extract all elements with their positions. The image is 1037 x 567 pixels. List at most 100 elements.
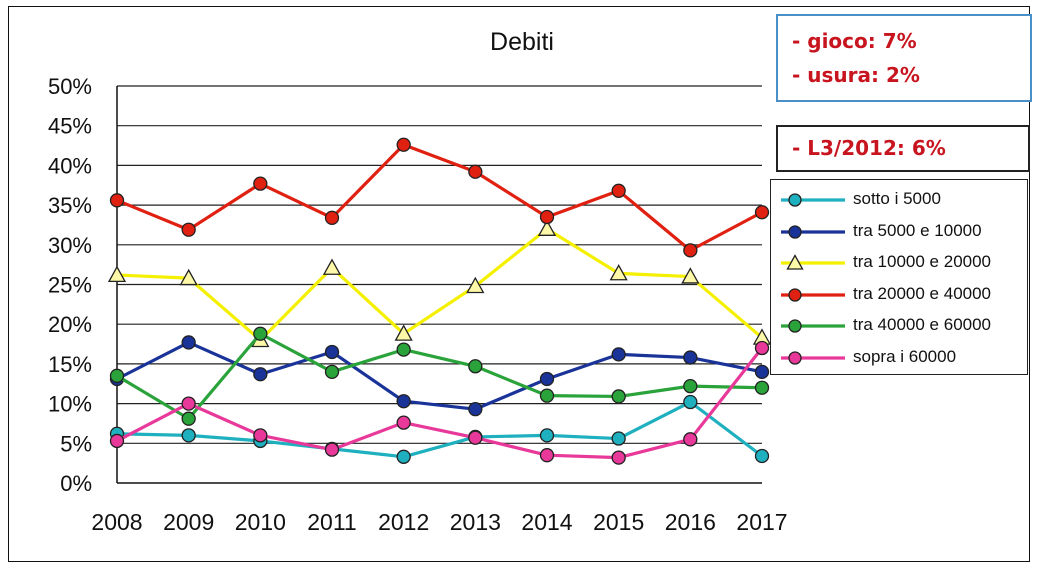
- data-point: [396, 415, 411, 430]
- data-point: [394, 324, 413, 341]
- legend-swatch: [781, 319, 845, 333]
- data-point: [396, 394, 411, 409]
- data-point: [683, 350, 698, 365]
- series-line: [116, 227, 764, 342]
- data-point: [109, 368, 125, 383]
- legend-swatch: [781, 224, 845, 239]
- note-l3-2012: - L3/2012: 6%: [792, 136, 946, 160]
- series-line: [116, 143, 763, 252]
- x-tick-label: 2011: [307, 509, 356, 535]
- data-point: [754, 448, 770, 464]
- x-tick-label: 2016: [665, 509, 716, 535]
- legend-item: tra 40000 e 60000: [771, 312, 1027, 340]
- series-1: [109, 335, 770, 417]
- y-tick-label: 35%: [48, 193, 92, 218]
- y-tick-labels: 0% 5% 10% 15% 20% 25% 30% 35% 40% 45% 50%: [48, 74, 92, 496]
- data-point: [611, 431, 626, 446]
- data-point: [683, 378, 698, 394]
- note-box-gioco-usura: - gioco: 7% - usura: 2%: [776, 14, 1032, 102]
- data-point: [253, 176, 268, 191]
- data-point: [466, 276, 485, 294]
- data-point: [754, 364, 770, 379]
- data-point: [324, 344, 340, 360]
- data-point: [181, 222, 196, 237]
- x-tick-label: 2008: [91, 509, 142, 535]
- legend-label: tra 10000 e 20000: [853, 252, 992, 271]
- y-tick-label: 45%: [48, 114, 92, 139]
- data-point: [253, 428, 268, 443]
- x-tick-label: 2009: [163, 509, 214, 535]
- data-point: [181, 411, 196, 426]
- legend-swatch: [781, 193, 845, 207]
- note-usura: - usura: 2%: [792, 63, 920, 87]
- x-tick-label: 2013: [450, 509, 501, 535]
- data-point: [324, 210, 340, 225]
- data-point: [539, 448, 555, 463]
- y-tick-label: 40%: [48, 153, 92, 178]
- series-line: [116, 332, 763, 421]
- data-point: [468, 164, 483, 179]
- x-tick-label: 2014: [521, 509, 572, 535]
- data-point: [609, 264, 628, 281]
- y-tick-label: 5%: [60, 431, 92, 456]
- data-point: [537, 219, 557, 236]
- data-point: [468, 359, 483, 374]
- data-point: [253, 367, 268, 382]
- legend-label: sotto i 5000: [853, 189, 941, 208]
- legend-item: tra 5000 e 10000: [771, 218, 1027, 246]
- data-point: [396, 449, 411, 464]
- data-point: [611, 389, 626, 404]
- data-point: [109, 193, 125, 208]
- data-point: [539, 209, 555, 225]
- legend-label: tra 5000 e 10000: [853, 220, 982, 240]
- data-point: [396, 342, 411, 357]
- data-point: [109, 433, 125, 449]
- legend-item: tra 10000 e 20000: [771, 249, 1027, 277]
- data-point: [324, 442, 340, 457]
- series-lines: [107, 137, 772, 465]
- data-point: [681, 267, 700, 284]
- grid-lines: [117, 85, 762, 444]
- x-tick-label: 2010: [235, 509, 286, 535]
- data-point: [683, 432, 698, 447]
- series-5: [109, 340, 770, 465]
- y-tick-label: 10%: [48, 392, 92, 417]
- series-3: [109, 137, 770, 258]
- y-tick-label: 30%: [48, 233, 92, 258]
- y-tick-label: 0%: [60, 471, 92, 496]
- legend-label: sopra i 60000: [853, 346, 957, 366]
- data-point: [683, 394, 698, 410]
- y-tick-label: 20%: [48, 312, 92, 337]
- y-tick-label: 15%: [48, 352, 92, 377]
- y-tick-label: 25%: [48, 273, 92, 298]
- data-point: [611, 450, 626, 465]
- data-point: [539, 428, 555, 443]
- legend-label: tra 40000 e 60000: [853, 315, 992, 334]
- data-point: [468, 402, 483, 417]
- data-point: [396, 137, 411, 152]
- data-point: [539, 388, 555, 403]
- data-point: [754, 205, 770, 220]
- data-point: [754, 340, 770, 356]
- series-2: [107, 219, 772, 348]
- axes: [116, 86, 762, 484]
- data-point: [683, 243, 698, 258]
- data-point: [611, 347, 626, 362]
- legend-swatch: [781, 254, 845, 270]
- note-box-l3-2012: - L3/2012: 6%: [776, 125, 1030, 172]
- data-point: [539, 371, 555, 387]
- data-point: [468, 430, 483, 445]
- data-point: [181, 428, 196, 443]
- legend-item: sotto i 5000: [771, 186, 1027, 214]
- data-point: [322, 258, 342, 275]
- x-tick-label: 2012: [378, 509, 429, 535]
- series-line: [116, 340, 763, 411]
- data-point: [754, 380, 770, 395]
- note-gioco: - gioco: 7%: [792, 29, 917, 53]
- chart-legend: sotto i 5000 tra 5000 e 10000 tra 10000 e …: [770, 179, 1028, 375]
- legend-item: sopra i 60000: [771, 344, 1027, 372]
- data-point: [611, 183, 626, 198]
- legend-swatch: [781, 287, 845, 302]
- x-tick-label: 2017: [736, 509, 787, 535]
